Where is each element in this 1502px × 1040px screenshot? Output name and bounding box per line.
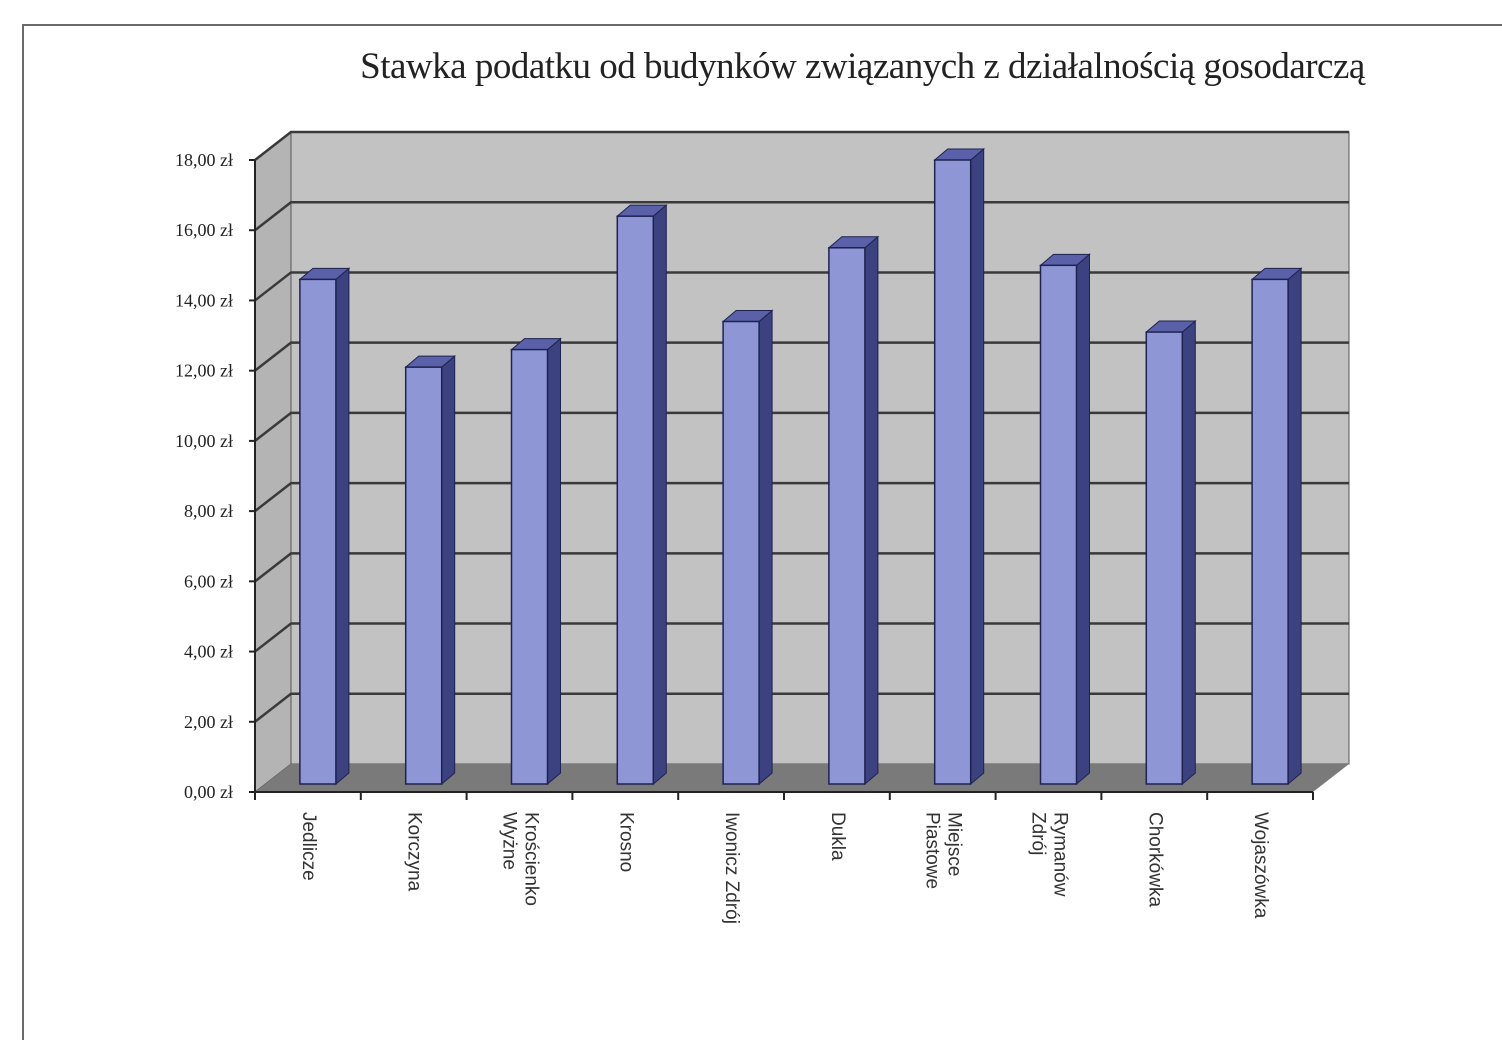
y-tick-labels: 0,00 zł 2,00 zł 4,00 zł 6,00 zł 8,00 zł 10,00…: [175, 150, 233, 802]
bar: [1250, 267, 1303, 786]
x-tick-label: Wojaszówka: [1250, 812, 1271, 919]
bar-side: [652, 204, 667, 786]
bar-front: [299, 278, 337, 785]
y-tick-label: 18,00 zł: [175, 150, 233, 170]
bar-side: [441, 355, 456, 786]
x-tick-label: Wyżne: [498, 812, 519, 870]
bar: [1144, 319, 1197, 786]
chart-title: Stawka podatku od budynków związanych z …: [360, 46, 1365, 87]
bar-front: [510, 348, 549, 785]
bar-front: [933, 159, 972, 785]
bar-side: [970, 147, 985, 786]
axes: [249, 159, 1314, 800]
y-tick-label: 6,00 zł: [184, 571, 233, 591]
y-tick-label: 8,00 zł: [184, 501, 233, 521]
y-tick-label: 0,00 zł: [184, 782, 233, 802]
bar: [827, 235, 880, 786]
bar-side: [1076, 253, 1090, 786]
bar-side: [547, 337, 561, 786]
x-tick-label: Krościenko: [520, 812, 541, 906]
bar: [721, 309, 774, 786]
y-tick-label: 10,00 zł: [175, 431, 233, 451]
gridlines: [254, 130, 1349, 723]
side-wall: [254, 130, 292, 794]
bar-front: [1251, 278, 1289, 785]
bar-side: [864, 235, 879, 786]
bar-side: [335, 267, 350, 786]
chart-frame: [22, 24, 1502, 1040]
x-tick-label: Krosno: [615, 812, 636, 872]
gridline: [254, 271, 1349, 302]
bar: [298, 267, 351, 786]
bar: [933, 147, 986, 786]
gridline: [254, 481, 1349, 513]
bar-front: [1039, 264, 1078, 785]
y-tick-label: 12,00 zł: [175, 361, 233, 381]
bar-front: [1145, 331, 1184, 785]
bar-front: [828, 247, 866, 785]
bars: [298, 147, 1303, 786]
x-tick-label: Piastowe: [922, 812, 943, 889]
x-tick-label: Rymanów: [1049, 812, 1070, 897]
bar-side: [1181, 319, 1196, 786]
gridline: [254, 130, 1349, 161]
gridline: [254, 622, 1349, 653]
x-tick-label: Korczyna: [404, 812, 425, 892]
bar: [404, 355, 457, 786]
x-tick-label: Miejsce: [944, 812, 965, 876]
bar-front: [616, 215, 655, 785]
x-tick-label: Iwonicz Zdrój: [721, 812, 742, 924]
y-tick-label: 14,00 zł: [175, 290, 233, 310]
gridline: [254, 552, 1349, 583]
x-tick-label: Jedlicze: [298, 812, 319, 881]
gridline: [254, 341, 1349, 372]
gridline: [254, 411, 1349, 442]
bar: [615, 204, 668, 786]
gridline: [254, 200, 1349, 232]
y-tick-label: 16,00 zł: [175, 220, 233, 240]
x-tick-label: Chorkówka: [1144, 812, 1165, 907]
bar-front: [404, 366, 443, 785]
y-tick-label: 2,00 zł: [184, 712, 233, 732]
x-tick-label: Zdrój: [1027, 812, 1048, 855]
bar-side: [1287, 267, 1302, 786]
bar-side: [758, 309, 773, 786]
bar: [1039, 253, 1091, 786]
bar: [510, 337, 562, 786]
y-tick-label: 4,00 zł: [184, 642, 233, 662]
gridline: [254, 692, 1349, 723]
bar-front: [722, 320, 760, 785]
x-tick-label: Dukla: [827, 812, 848, 861]
